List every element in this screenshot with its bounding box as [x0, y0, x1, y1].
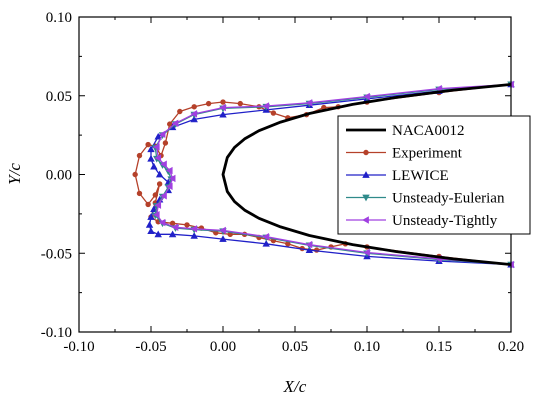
- data-point-experiment: [132, 171, 138, 178]
- data-point-experiment: [220, 99, 226, 105]
- legend-marker-experiment: [363, 149, 369, 156]
- data-point-lewice: [154, 230, 162, 238]
- data-point-unsteady-tightly: [363, 248, 370, 257]
- x-tick-label: 0.15: [426, 339, 452, 355]
- data-point-unsteady-tightly: [363, 92, 370, 101]
- y-tick-label: -0.05: [41, 246, 72, 262]
- legend-label-experiment: Experiment: [392, 146, 463, 162]
- data-point-unsteady-tightly: [190, 225, 198, 233]
- legend-label-unsteady-tightly: Unsteady-Tightly: [392, 213, 498, 229]
- data-point-lewice: [219, 235, 227, 242]
- x-tick-label: -0.05: [135, 339, 166, 355]
- data-point-unsteady-tightly: [262, 233, 270, 241]
- data-point-unsteady-tightly: [160, 192, 167, 200]
- data-point-lewice: [190, 232, 198, 239]
- data-point-unsteady-tightly: [305, 99, 313, 107]
- data-point-lewice: [262, 239, 270, 247]
- y-tick-label: 0.00: [46, 168, 72, 184]
- y-tick-label: -0.10: [41, 325, 72, 341]
- x-tick-label: 0.10: [354, 339, 380, 355]
- data-point-unsteady-tightly: [152, 210, 160, 219]
- data-point-experiment: [156, 181, 163, 187]
- data-point-unsteady-tightly: [154, 154, 162, 162]
- x-axis-title: X/c: [283, 377, 307, 396]
- series-layer: [132, 80, 515, 269]
- ticks-layer: -0.10 -0.05 0.00 0.05 0.10 0.15 0.20 -0.10 -0.05…: [41, 10, 524, 355]
- data-point-unsteady-tightly: [152, 143, 160, 151]
- data-point-unsteady-tightly: [171, 119, 179, 128]
- data-point-lewice: [219, 110, 227, 118]
- data-point-unsteady-tightly: [171, 223, 179, 231]
- data-point-experiment: [136, 152, 143, 159]
- legend-marker-unsteady-eulerian: [362, 194, 370, 202]
- data-point-lewice: [150, 162, 158, 170]
- y-axis-title: Y/c: [5, 163, 24, 185]
- data-point-unsteady-tightly: [305, 240, 313, 249]
- legend-marker-unsteady-tightly: [362, 216, 369, 224]
- data-point-experiment: [136, 190, 143, 197]
- data-point-experiment: [205, 100, 212, 107]
- data-point-lewice: [147, 213, 155, 220]
- data-point-experiment: [184, 222, 190, 228]
- x-tick-label: 0.00: [210, 339, 236, 355]
- data-point-lewice: [147, 227, 155, 235]
- data-point-experiment: [191, 104, 197, 110]
- y-tick-label: 0.10: [46, 10, 72, 26]
- data-point-lewice: [147, 145, 155, 153]
- data-point-experiment: [270, 110, 277, 116]
- series-line-naca0012: [221, 83, 512, 266]
- data-point-unsteady-tightly: [262, 102, 270, 110]
- legend: NACA0012 Experiment LEWICE Unsteady-Euleria…: [337, 115, 531, 235]
- data-point-lewice: [147, 154, 155, 162]
- data-point-experiment: [162, 140, 169, 146]
- data-point-experiment: [237, 100, 243, 107]
- data-point-unsteady-tightly: [154, 201, 162, 209]
- data-point-unsteady-tightly: [435, 84, 442, 93]
- x-tick-label: -0.10: [63, 339, 94, 355]
- data-point-unsteady-tightly: [219, 226, 226, 235]
- data-point-unsteady-tightly: [168, 174, 176, 183]
- legend-label-lewice: LEWICE: [392, 168, 449, 184]
- x-tick-label: 0.05: [282, 339, 308, 355]
- data-point-experiment: [177, 108, 183, 115]
- data-point-lewice: [190, 115, 198, 123]
- data-point-experiment: [167, 121, 173, 127]
- data-point-unsteady-tightly: [158, 218, 166, 227]
- data-point-unsteady-tightly: [165, 182, 173, 191]
- legend-label-unsteady-eulerian: Unsteady-Eulerian: [392, 191, 505, 207]
- data-point-experiment: [145, 141, 151, 148]
- legend-marker-lewice: [362, 171, 370, 178]
- x-tick-label: 0.20: [498, 339, 524, 355]
- legend-label-naca0012: NACA0012: [392, 123, 465, 139]
- series-naca0012: [221, 83, 512, 266]
- data-point-lewice: [305, 246, 314, 253]
- data-point-experiment: [152, 192, 159, 198]
- data-point-lewice: [154, 132, 162, 140]
- data-point-unsteady-tightly: [160, 160, 167, 168]
- data-point-lewice: [145, 221, 154, 228]
- data-point-unsteady-tightly: [219, 103, 226, 112]
- data-point-lewice: [168, 230, 177, 238]
- data-point-unsteady-tightly: [190, 110, 198, 118]
- data-point-experiment: [145, 201, 151, 208]
- data-point-unsteady-tightly: [165, 166, 173, 175]
- data-point-lewice: [155, 170, 164, 178]
- y-tick-label: 0.05: [46, 89, 72, 105]
- data-point-unsteady-tightly: [158, 130, 166, 139]
